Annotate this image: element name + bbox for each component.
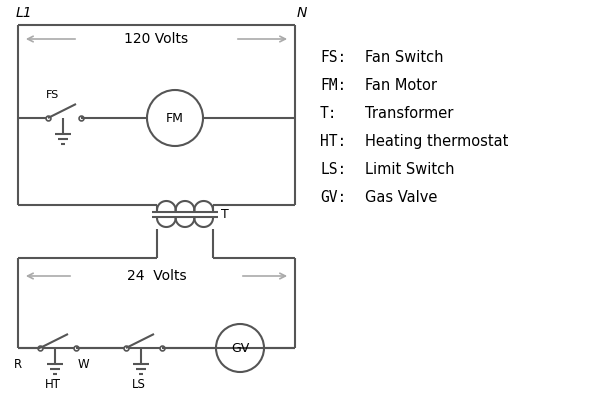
Text: Limit Switch: Limit Switch <box>365 162 454 177</box>
Text: R: R <box>14 358 22 371</box>
Text: T: T <box>221 208 229 221</box>
Text: T:: T: <box>320 106 337 121</box>
Text: Transformer: Transformer <box>365 106 453 121</box>
Text: FS:: FS: <box>320 50 346 65</box>
Text: Fan Switch: Fan Switch <box>365 50 444 65</box>
Text: Gas Valve: Gas Valve <box>365 190 437 205</box>
Text: LS:: LS: <box>320 162 346 177</box>
Text: FM: FM <box>166 112 184 124</box>
Text: L1: L1 <box>16 6 32 20</box>
Text: 120 Volts: 120 Volts <box>124 32 189 46</box>
Text: Fan Motor: Fan Motor <box>365 78 437 93</box>
Text: FS: FS <box>46 90 59 100</box>
Text: GV: GV <box>231 342 249 354</box>
Text: FM:: FM: <box>320 78 346 93</box>
Text: GV:: GV: <box>320 190 346 205</box>
Text: Heating thermostat: Heating thermostat <box>365 134 509 149</box>
Text: W: W <box>78 358 90 371</box>
Text: LS: LS <box>132 378 146 391</box>
Text: 24  Volts: 24 Volts <box>127 269 186 283</box>
Text: N: N <box>297 6 307 20</box>
Text: HT:: HT: <box>320 134 346 149</box>
Text: HT: HT <box>45 378 61 391</box>
